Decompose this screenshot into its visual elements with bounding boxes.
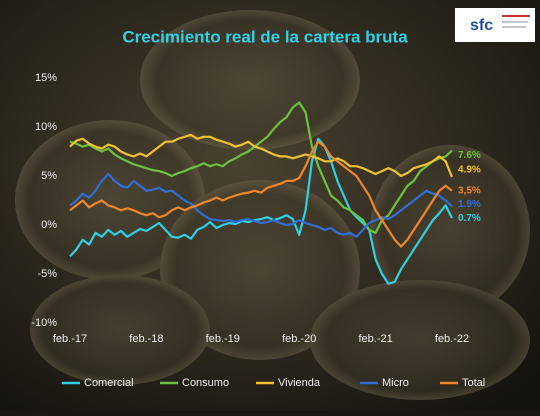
legend-label: Total: [462, 377, 485, 389]
line-series: [69, 101, 453, 234]
chart-title: Crecimiento real de la cartera bruta: [122, 27, 408, 46]
y-tick-label: 0%: [41, 219, 57, 231]
logo-box: [455, 8, 535, 42]
x-tick-label: feb.-21: [358, 333, 392, 345]
y-tick-label: 15%: [35, 72, 57, 84]
y-tick-label: 10%: [35, 121, 57, 133]
x-tick-label: feb.-18: [129, 333, 163, 345]
legend-label: Vivienda: [278, 377, 321, 389]
line-series: [69, 172, 453, 238]
value-label: 7.6%: [458, 150, 481, 161]
line-series: [69, 140, 453, 248]
legend-label: Comercial: [84, 377, 134, 389]
logo: sfc: [470, 17, 493, 34]
value-label: 3,5%: [458, 185, 481, 196]
y-tick-label: 5%: [41, 170, 57, 182]
value-label: 0.7%: [458, 213, 481, 224]
x-tick-label: feb.-17: [53, 333, 87, 345]
value-label: 4.9%: [458, 165, 481, 176]
legend-label: Consumo: [182, 377, 229, 389]
value-label: 1.9%: [458, 199, 481, 210]
line-series: [69, 133, 454, 178]
y-tick-label: -10%: [31, 317, 57, 329]
x-tick-label: feb.-22: [435, 333, 469, 345]
y-tick-label: -5%: [37, 268, 57, 280]
legend-label: Micro: [382, 377, 409, 389]
line-series: [69, 137, 453, 285]
x-tick-label: feb.-20: [282, 333, 316, 345]
x-tick-label: feb.-19: [206, 333, 240, 345]
